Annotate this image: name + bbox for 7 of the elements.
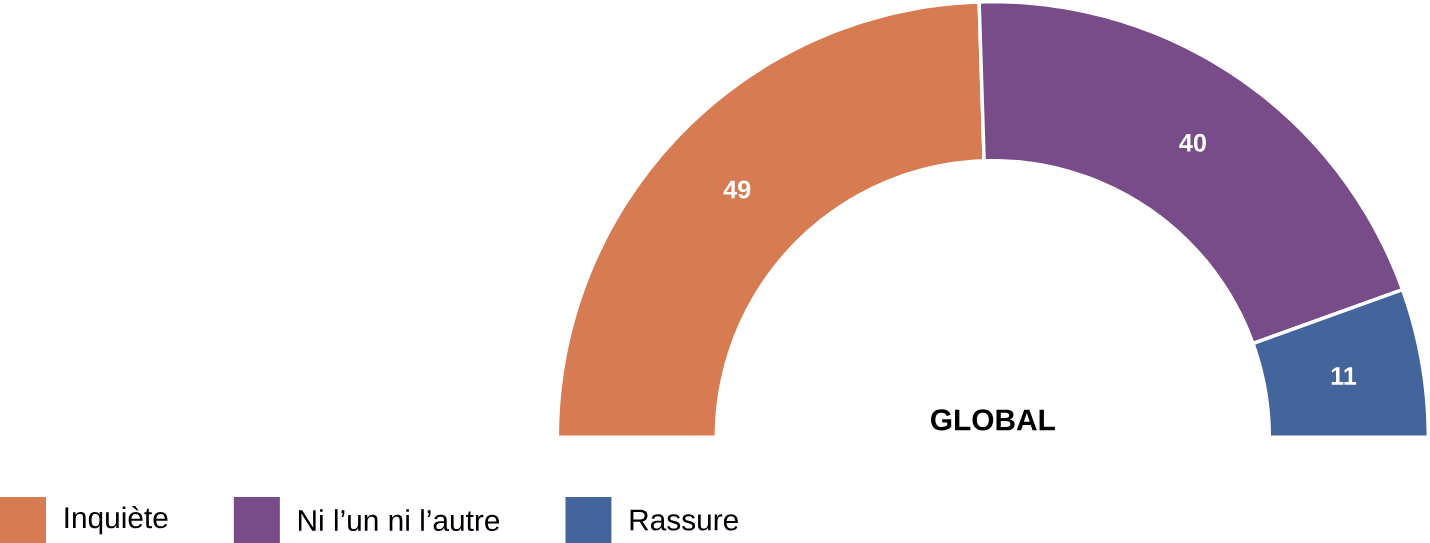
text: GLOBAL [931, 409, 1055, 431]
data-label: 11 [1331, 367, 1357, 385]
legend-label: Rassure [630, 509, 738, 531]
data-label: 40 [1179, 133, 1206, 152]
legend-label: Ni l’un ni l’autre [298, 509, 500, 532]
legend-label: Inquiète [65, 505, 168, 535]
data-label: 49 [723, 180, 751, 199]
